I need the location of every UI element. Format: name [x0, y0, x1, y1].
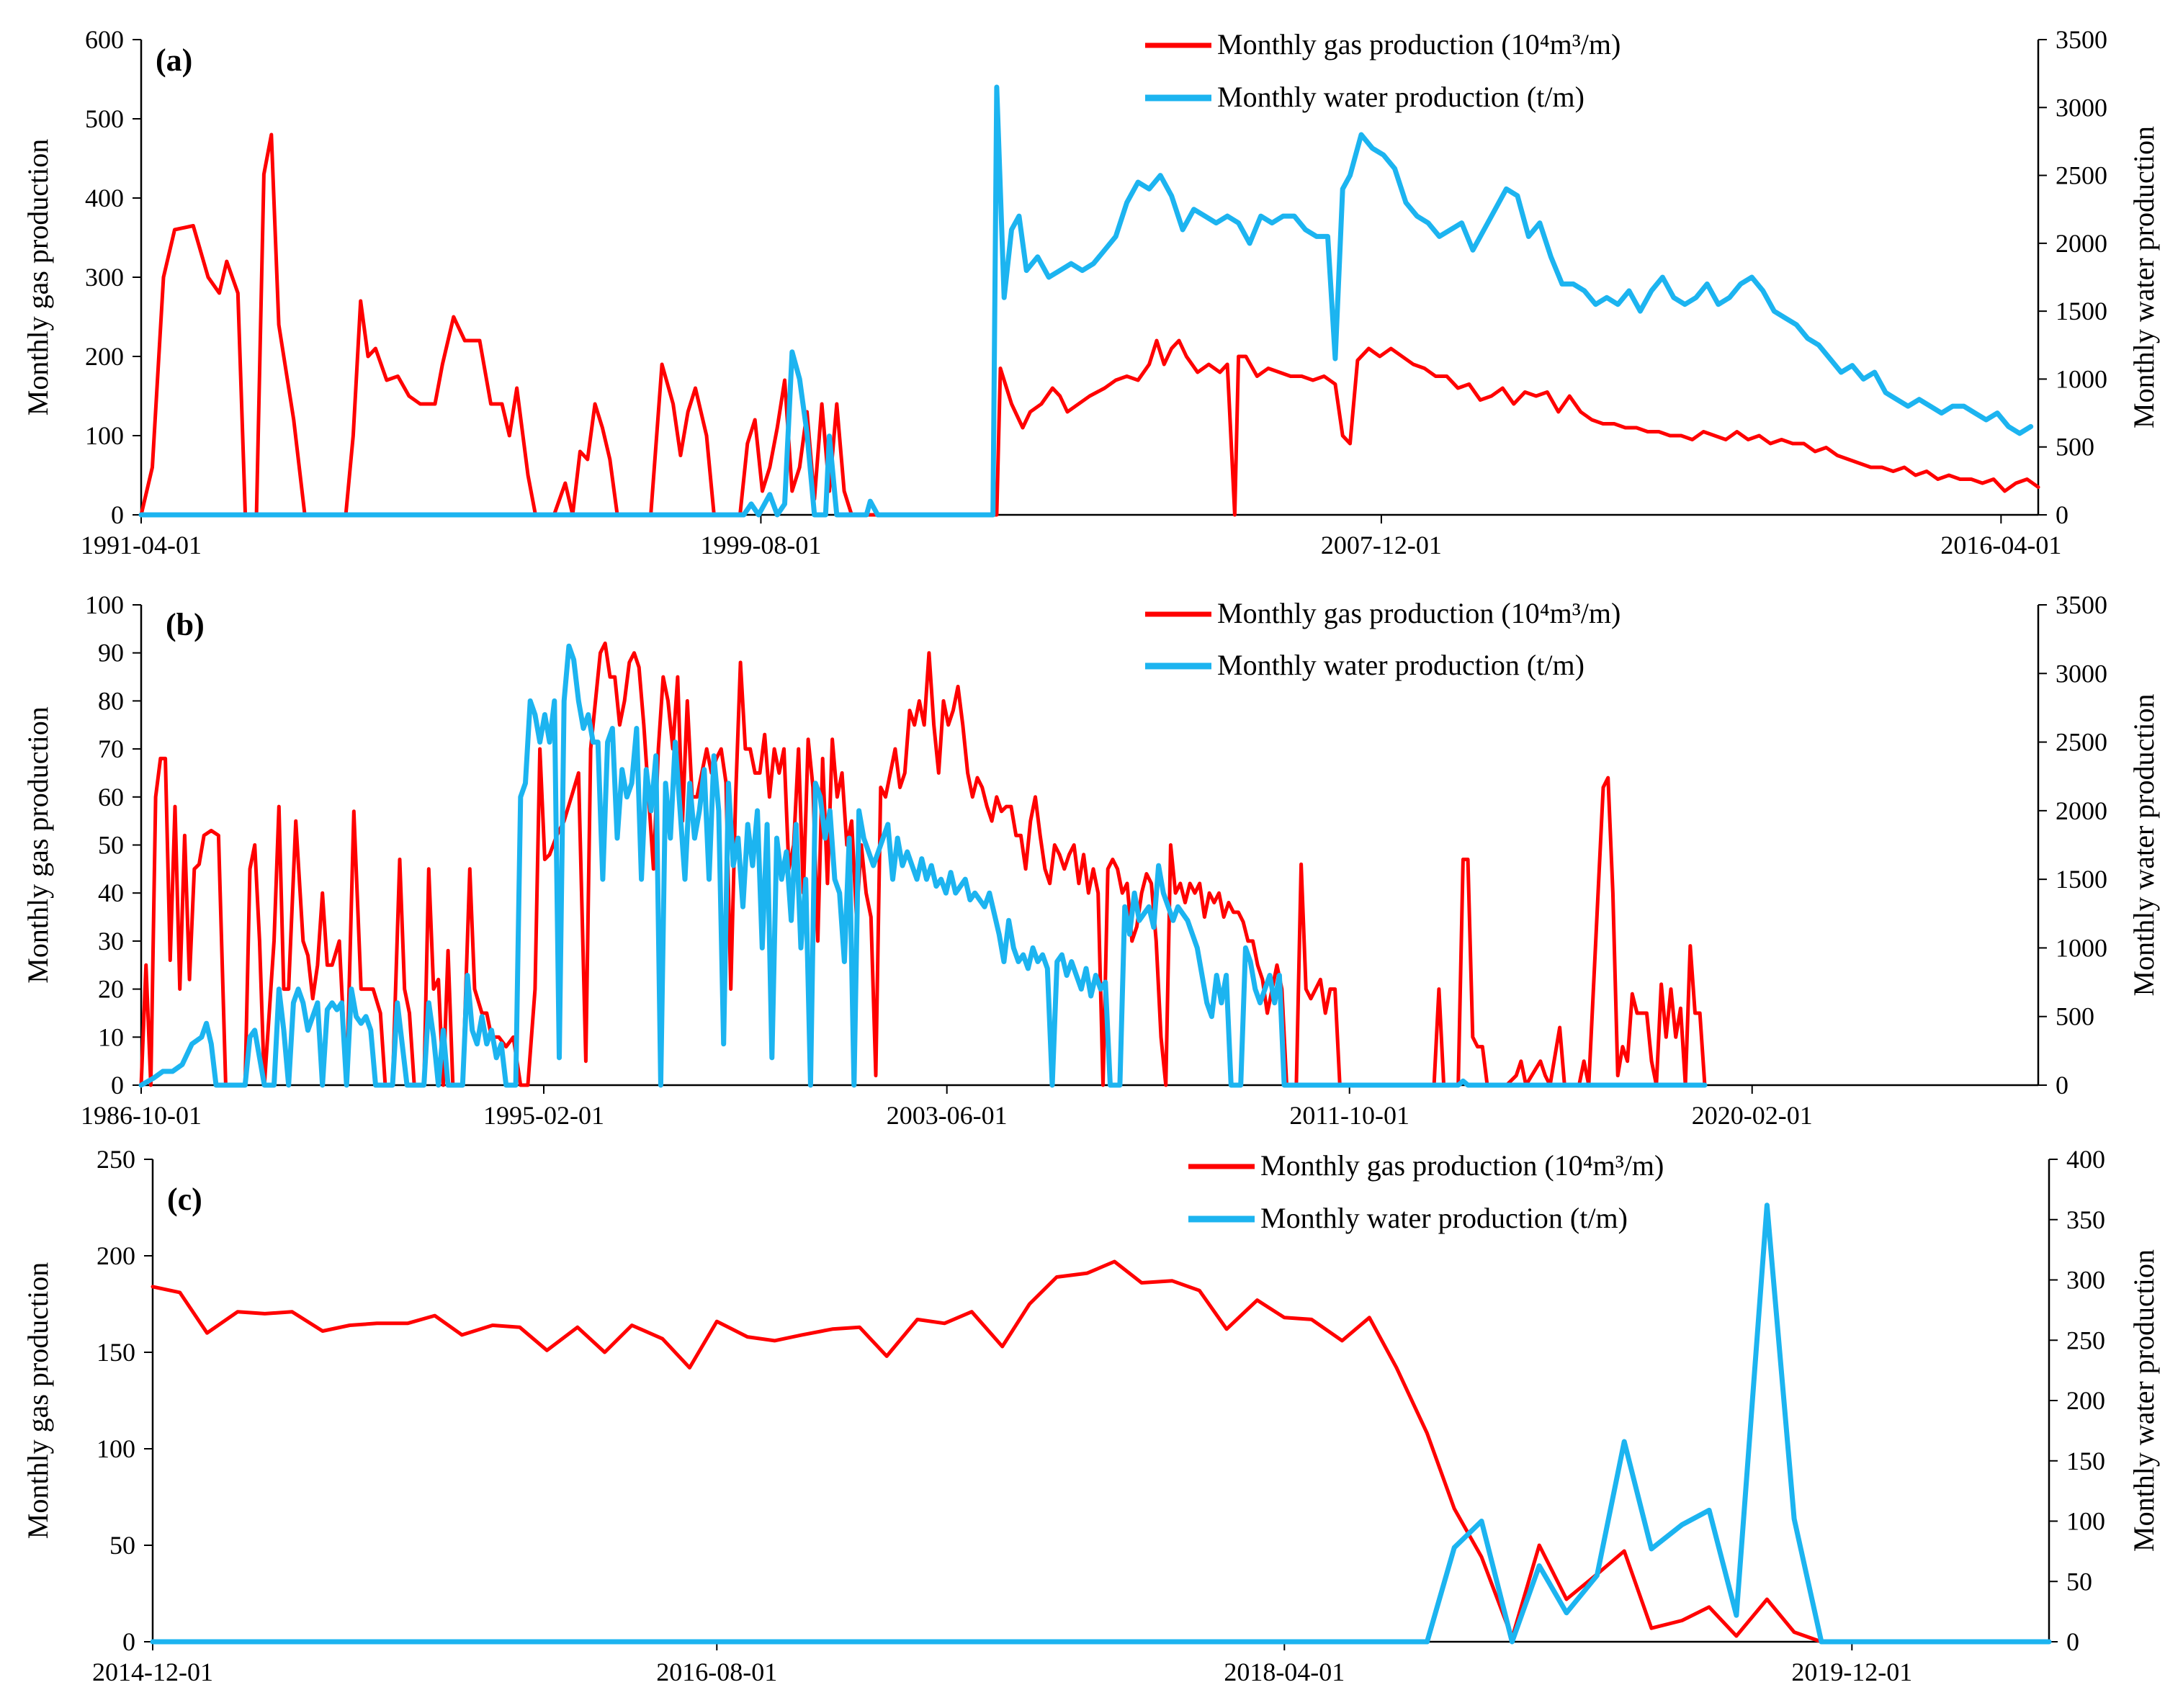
x-tick-label: 2018-04-01 [1224, 1658, 1345, 1686]
right-tick-label: 500 [2056, 433, 2094, 462]
water-production-line [138, 643, 1708, 1088]
x-tick-label: 2003-06-01 [887, 1101, 1008, 1130]
left-tick-label: 30 [98, 927, 124, 956]
legend-label-gas: Monthly gas production (10⁴m³/m) [1217, 597, 1621, 629]
right-tick-label: 0 [2066, 1627, 2079, 1656]
left-tick-label: 50 [98, 831, 124, 860]
right-tick-label: 2000 [2056, 796, 2107, 825]
left-tick-label: 400 [85, 184, 124, 212]
y-axis-label-right: Monthly water production [2128, 1249, 2160, 1552]
right-tick-label: 3000 [2056, 659, 2107, 688]
gas-production-line [139, 132, 2040, 517]
right-tick-label: 1500 [2056, 297, 2107, 325]
left-tick-label: 150 [97, 1338, 135, 1367]
x-tick-label: 2014-12-01 [92, 1658, 213, 1686]
left-tick-label: 90 [98, 639, 124, 668]
right-tick-label: 2500 [2056, 728, 2107, 757]
left-tick-label: 80 [98, 686, 124, 715]
y-axis-label-left: Monthly gas production [22, 139, 54, 415]
panel-label: (c) [167, 1182, 202, 1217]
left-tick-label: 200 [97, 1241, 135, 1270]
right-tick-label: 200 [2066, 1386, 2105, 1415]
x-tick-label: 2020-02-01 [1692, 1101, 1813, 1130]
legend: Monthly gas production (10⁴m³/m) Monthly … [1145, 28, 1621, 113]
right-tick-label: 0 [2056, 500, 2068, 529]
legend-label-water: Monthly water production (t/m) [1217, 81, 1584, 113]
right-tick-label: 250 [2066, 1326, 2105, 1354]
left-tick-label: 300 [85, 263, 124, 292]
chart-panel-1: 0 100 200 300 400 500 600 0 500 1000 1500 2000 2500 3… [22, 25, 2160, 559]
left-tick-label: 0 [111, 1071, 124, 1100]
right-tick-label: 3500 [2056, 25, 2107, 54]
legend-label-gas: Monthly gas production (10⁴m³/m) [1217, 28, 1621, 60]
right-tick-label: 300 [2066, 1266, 2105, 1295]
y-axis-label-left: Monthly gas production [22, 1262, 54, 1539]
right-tick-label: 500 [2056, 1002, 2094, 1031]
y-axis-label-right: Monthly water production [2128, 694, 2160, 997]
left-tick-label: 600 [85, 25, 124, 54]
right-tick-label: 2000 [2056, 229, 2107, 258]
left-tick-label: 40 [98, 878, 124, 907]
left-tick-label: 10 [98, 1022, 124, 1051]
x-tick-label: 1995-02-01 [483, 1101, 604, 1130]
chart-panel-2: 0102030405060708090100050010001500200025… [22, 590, 2160, 1130]
right-tick-label: 100 [2066, 1507, 2105, 1536]
right-tick-label: 1500 [2056, 865, 2107, 894]
left-tick-label: 70 [98, 734, 124, 763]
left-tick-label: 0 [111, 500, 124, 529]
right-tick-label: 0 [2056, 1071, 2068, 1100]
x-tick-label: 2016-08-01 [656, 1658, 777, 1686]
x-tick-label: 1999-08-01 [700, 531, 821, 559]
x-tick-label: 2016-04-01 [1940, 531, 2061, 559]
y-axis-label-right: Monthly water production [2128, 126, 2160, 428]
right-tick-label: 1000 [2056, 364, 2107, 393]
panel-label: (a) [156, 42, 192, 78]
x-tick-label: 2007-12-01 [1321, 531, 1442, 559]
right-tick-label: 2500 [2056, 161, 2107, 190]
water-production-line [150, 1203, 2052, 1645]
left-tick-label: 100 [97, 1434, 135, 1463]
left-tick-label: 200 [85, 342, 124, 371]
right-tick-label: 150 [2066, 1447, 2105, 1475]
left-tick-label: 500 [85, 104, 124, 133]
left-tick-label: 100 [85, 590, 124, 619]
gas-production-line [151, 1259, 2051, 1644]
x-tick-label: 1986-10-01 [81, 1101, 202, 1130]
legend: Monthly gas production (10⁴m³/m) Monthly … [1188, 1149, 1664, 1234]
right-tick-label: 400 [2066, 1145, 2105, 1174]
legend-label-water: Monthly water production (t/m) [1217, 649, 1584, 681]
left-tick-label: 60 [98, 783, 124, 812]
chart-panel-3: 0 50 100 150 200 250 0 50 100 150 200 250 300 350 400 2… [22, 1145, 2160, 1686]
x-tick-label: 1991-04-01 [81, 531, 202, 559]
right-tick-label: 350 [2066, 1205, 2105, 1234]
left-tick-label: 100 [85, 421, 124, 450]
right-tick-label: 3500 [2056, 590, 2107, 619]
x-tick-label: 2019-12-01 [1791, 1658, 1912, 1686]
y-axis-label-left: Monthly gas production [22, 706, 54, 983]
legend-label-gas: Monthly gas production (10⁴m³/m) [1260, 1149, 1664, 1182]
water-production-line [138, 84, 2034, 518]
left-tick-label: 50 [109, 1531, 135, 1560]
left-tick-label: 0 [122, 1627, 135, 1656]
right-tick-label: 1000 [2056, 933, 2107, 962]
left-tick-label: 20 [98, 975, 124, 1004]
legend-label-water: Monthly water production (t/m) [1260, 1202, 1628, 1234]
x-tick-label: 2011-10-01 [1289, 1101, 1409, 1130]
legend: Monthly gas production (10⁴m³/m) Monthly … [1145, 597, 1621, 681]
right-tick-label: 50 [2066, 1567, 2092, 1596]
panel-label: (b) [166, 607, 205, 642]
left-tick-label: 250 [97, 1145, 135, 1174]
right-tick-label: 3000 [2056, 93, 2107, 122]
